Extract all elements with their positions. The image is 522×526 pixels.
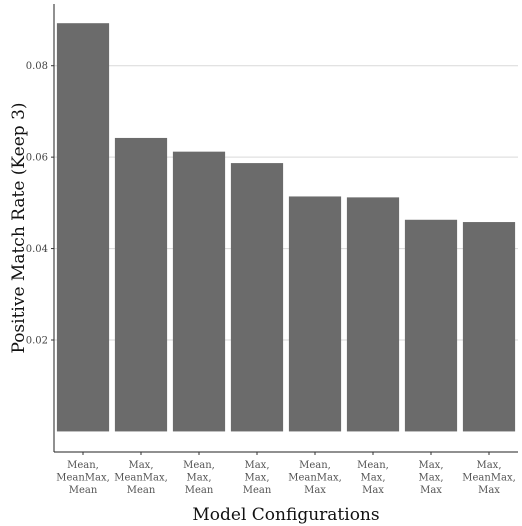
bars: [56, 23, 516, 432]
y-tick-label: 0.02: [26, 336, 48, 347]
x-tick-label-line: Mean,: [183, 460, 215, 471]
x-tick-label-line: Max,: [186, 473, 211, 484]
x-tick-label-line: Max,: [244, 473, 269, 484]
x-tick-label-line: Mean,: [357, 460, 389, 471]
x-tick-label-line: MeanMax,: [114, 473, 168, 484]
x-tick-label-line: Mean,: [67, 460, 99, 471]
x-tick-label-line: Max,: [128, 460, 153, 471]
x-tick-label-line: Max: [362, 485, 384, 496]
x-tick-label-line: MeanMax,: [288, 473, 342, 484]
x-tick-label-line: Mean: [185, 485, 214, 496]
bar: [346, 197, 400, 432]
x-tick-label-line: Max,: [418, 473, 443, 484]
y-ticks: 0.02 0.04 0.06 0.08: [26, 61, 54, 347]
x-tick-label-line: MeanMax,: [56, 473, 110, 484]
x-tick-label: Mean, Max, Mean: [183, 460, 215, 496]
bar: [56, 23, 110, 432]
x-tick-label: Max, Max, Mean: [243, 460, 272, 496]
x-tick-label-line: Max,: [244, 460, 269, 471]
x-tick-label-line: Max,: [476, 460, 501, 471]
x-tick-label-line: Mean: [243, 485, 272, 496]
bar: [230, 163, 284, 432]
x-tick-label-line: Mean,: [299, 460, 331, 471]
y-tick-label: 0.04: [26, 244, 48, 255]
bar: [288, 196, 342, 432]
y-axis-title: Positive Match Rate (Keep 3): [9, 102, 29, 353]
x-tick-label: Max, MeanMax, Mean: [114, 460, 168, 496]
x-tick-label-line: MeanMax,: [462, 473, 516, 484]
bar: [404, 219, 458, 432]
x-tick-label: Mean, Max, Max: [357, 460, 389, 496]
x-tick-label-line: Max,: [360, 473, 385, 484]
bar: [114, 137, 168, 432]
y-tick-label: 0.06: [26, 153, 48, 164]
x-tick-label-line: Max: [420, 485, 442, 496]
x-tick-label-line: Mean: [127, 485, 156, 496]
x-axis-title: Model Configurations: [192, 505, 379, 525]
bar: [172, 151, 226, 432]
x-tick-label-line: Max,: [418, 460, 443, 471]
x-tick-label: Mean, MeanMax, Max: [288, 460, 342, 496]
x-tick-label: Max, Max, Max: [418, 460, 443, 496]
x-tick-label-line: Max: [478, 485, 500, 496]
x-tick-label: Mean, MeanMax, Mean: [56, 460, 110, 496]
x-tick-label-line: Mean: [69, 485, 98, 496]
y-tick-label: 0.08: [26, 61, 48, 72]
x-tick-label: Max, MeanMax, Max: [462, 460, 516, 496]
bar: [462, 222, 516, 432]
x-tick-label-line: Max: [304, 485, 326, 496]
